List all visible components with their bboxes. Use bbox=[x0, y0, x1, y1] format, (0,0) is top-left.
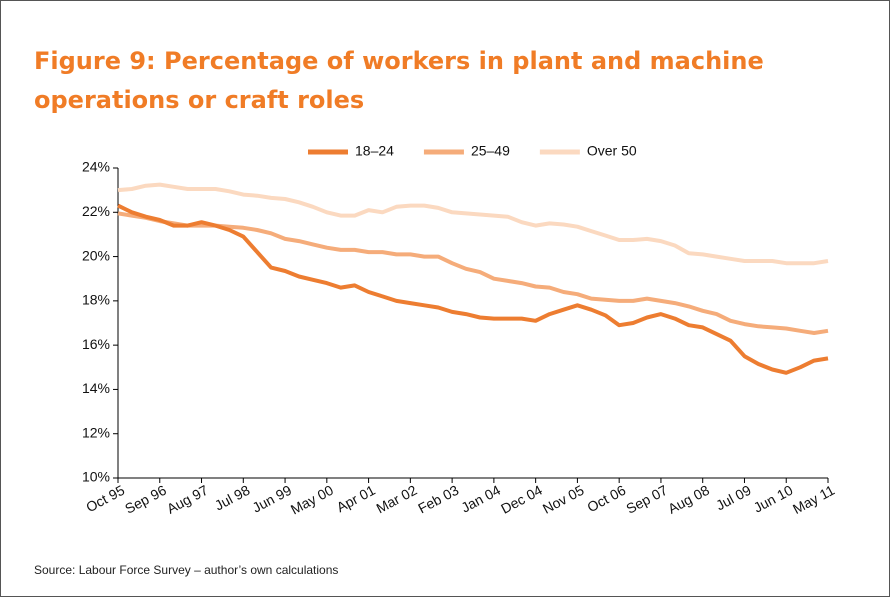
y-tick-label: 20% bbox=[82, 247, 110, 263]
chart-title: Figure 9: Percentage of workers in plant… bbox=[34, 47, 764, 114]
y-tick-label: 18% bbox=[82, 292, 110, 308]
series-line bbox=[117, 211, 829, 335]
x-tick-label: May 00 bbox=[288, 482, 336, 518]
x-tick-label: Apr 01 bbox=[334, 482, 378, 516]
x-tick-label: Jun 10 bbox=[751, 482, 796, 516]
x-tick-label: Jun 99 bbox=[250, 482, 295, 516]
legend-label: 25–49 bbox=[471, 143, 510, 159]
x-tick-label: Feb 03 bbox=[415, 482, 461, 517]
y-tick-label: 14% bbox=[82, 380, 110, 396]
series-line bbox=[117, 203, 829, 375]
x-tick-label: Oct 06 bbox=[584, 482, 628, 516]
x-tick-label: Sep 07 bbox=[623, 482, 670, 517]
x-tick-label: Jul 98 bbox=[212, 482, 253, 514]
x-tick-label: May 11 bbox=[790, 482, 837, 517]
y-tick-label: 12% bbox=[82, 424, 110, 440]
x-tick-label: Dec 04 bbox=[498, 482, 545, 517]
series-line bbox=[117, 182, 829, 266]
x-tick-label: Aug 97 bbox=[164, 482, 211, 517]
x-tick-label: Mar 02 bbox=[374, 482, 420, 517]
x-tick-label: Jan 04 bbox=[458, 482, 503, 516]
x-tick-label: Sep 96 bbox=[122, 482, 169, 517]
y-tick-label: 24% bbox=[82, 159, 110, 175]
x-tick-label: Nov 05 bbox=[540, 482, 587, 517]
y-tick-label: 22% bbox=[82, 203, 110, 219]
y-tick-label: 16% bbox=[82, 336, 110, 352]
y-tick-label: 10% bbox=[82, 469, 110, 485]
source-note: Source: Labour Force Survey – author’s o… bbox=[34, 563, 339, 577]
legend-label: 18–24 bbox=[355, 143, 394, 159]
x-tick-label: Jul 09 bbox=[713, 482, 754, 514]
legend-label: Over 50 bbox=[587, 143, 637, 159]
x-tick-label: Oct 95 bbox=[83, 482, 127, 516]
x-tick-label: Aug 08 bbox=[665, 482, 712, 517]
